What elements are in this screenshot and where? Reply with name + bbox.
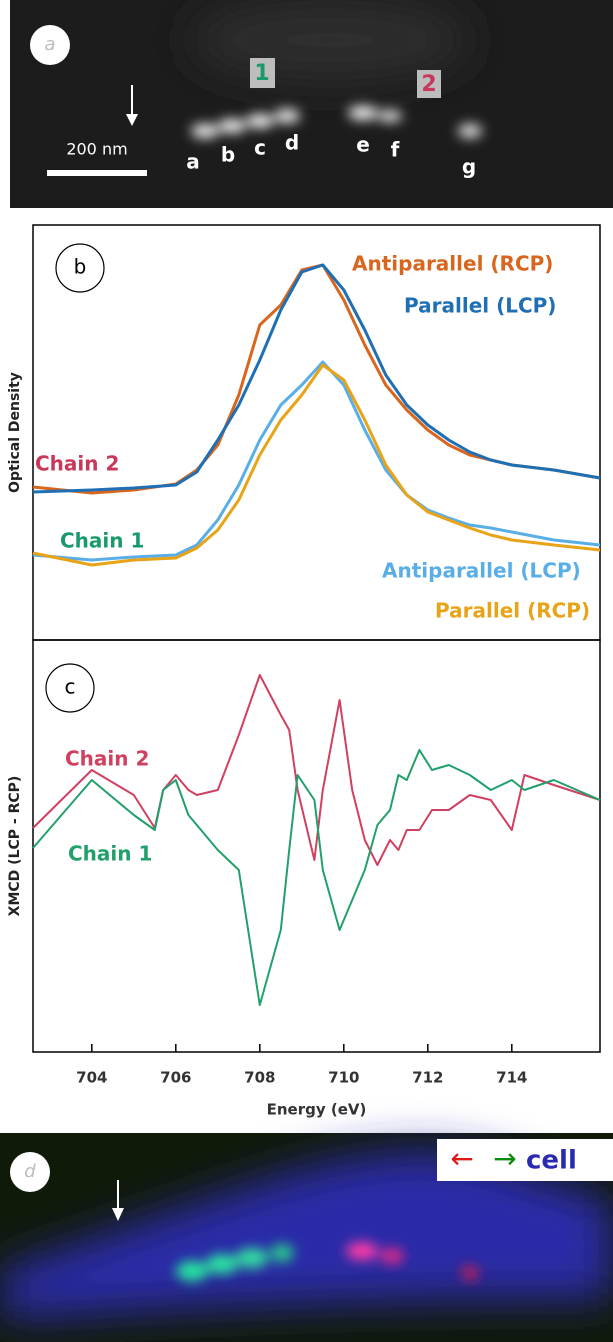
panel-label-circle (30, 25, 70, 65)
panel-label: b (74, 255, 87, 279)
label-box (250, 58, 275, 88)
chain-label: 2 (421, 72, 436, 97)
y-axis-label: XMCD (LCP - RCP) (7, 776, 23, 917)
arrow-head (126, 114, 138, 126)
spot-label: a (186, 150, 200, 174)
legend-entry: Antiparallel (LCP) (382, 559, 581, 583)
panel-label-circle (45, 663, 95, 713)
legend-entry: cell (526, 1146, 577, 1176)
series-label: Chain 2 (65, 747, 149, 771)
series-line (32, 263, 601, 494)
x-tick-label: 704 (76, 1069, 107, 1087)
legend-entry: → (493, 1142, 516, 1175)
series-line (32, 674, 601, 866)
spot-label: c (254, 136, 266, 160)
legend-entry: Parallel (LCP) (404, 294, 556, 318)
spots (176, 1242, 479, 1281)
spot-label: f (391, 138, 400, 162)
legend-entry: ← (450, 1142, 473, 1175)
spot-label: g (462, 155, 476, 179)
haze (190, 0, 470, 80)
label-box (417, 70, 441, 98)
legend-entry: Parallel (RCP) (435, 599, 590, 623)
cell (0, 1151, 613, 1320)
spot-label: e (356, 133, 370, 157)
series-label: Chain 1 (68, 842, 152, 866)
panel-label: d (24, 1161, 36, 1182)
annotation: Chain 2 (35, 452, 119, 476)
x-tick-label: 706 (160, 1069, 191, 1087)
legend-entry: Antiparallel (RCP) (352, 252, 553, 276)
spot-label: b (221, 143, 235, 167)
chain-label: 1 (254, 61, 269, 86)
y-axis-label: Optical Density (7, 372, 23, 493)
x-tick-label: 712 (412, 1069, 443, 1087)
x-tick-label: 708 (244, 1069, 275, 1087)
panel-label: c (65, 675, 76, 699)
arrow-head (112, 1208, 124, 1221)
spot-label: d (285, 131, 299, 155)
spots (191, 106, 482, 138)
panel-label: a (44, 34, 55, 55)
series-line (32, 363, 601, 567)
x-axis-label: Energy (eV) (267, 1101, 367, 1119)
x-tick-label: 714 (496, 1069, 527, 1087)
image-d: d ← → cell (0, 1133, 613, 1342)
scale-bar-label: 200 nm (66, 140, 127, 159)
panel-label-circle (10, 1152, 50, 1192)
annotation: Chain 1 (60, 529, 144, 553)
plot-frame (32, 639, 601, 1053)
legend-box (437, 1139, 613, 1181)
panel-label-circle (55, 243, 105, 293)
series-line (32, 749, 601, 1006)
x-tick-label: 710 (328, 1069, 359, 1087)
image-a: a 1 2 200 nm a b c d e f g (10, 0, 613, 208)
charts: Optical Density b Antiparallel (RCP) Parall… (7, 224, 601, 1119)
